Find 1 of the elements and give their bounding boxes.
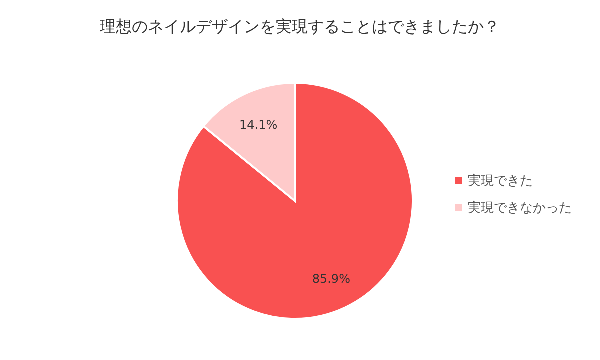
title: 理想のネイルデザインを実現することはできましたか？ [100, 17, 500, 36]
